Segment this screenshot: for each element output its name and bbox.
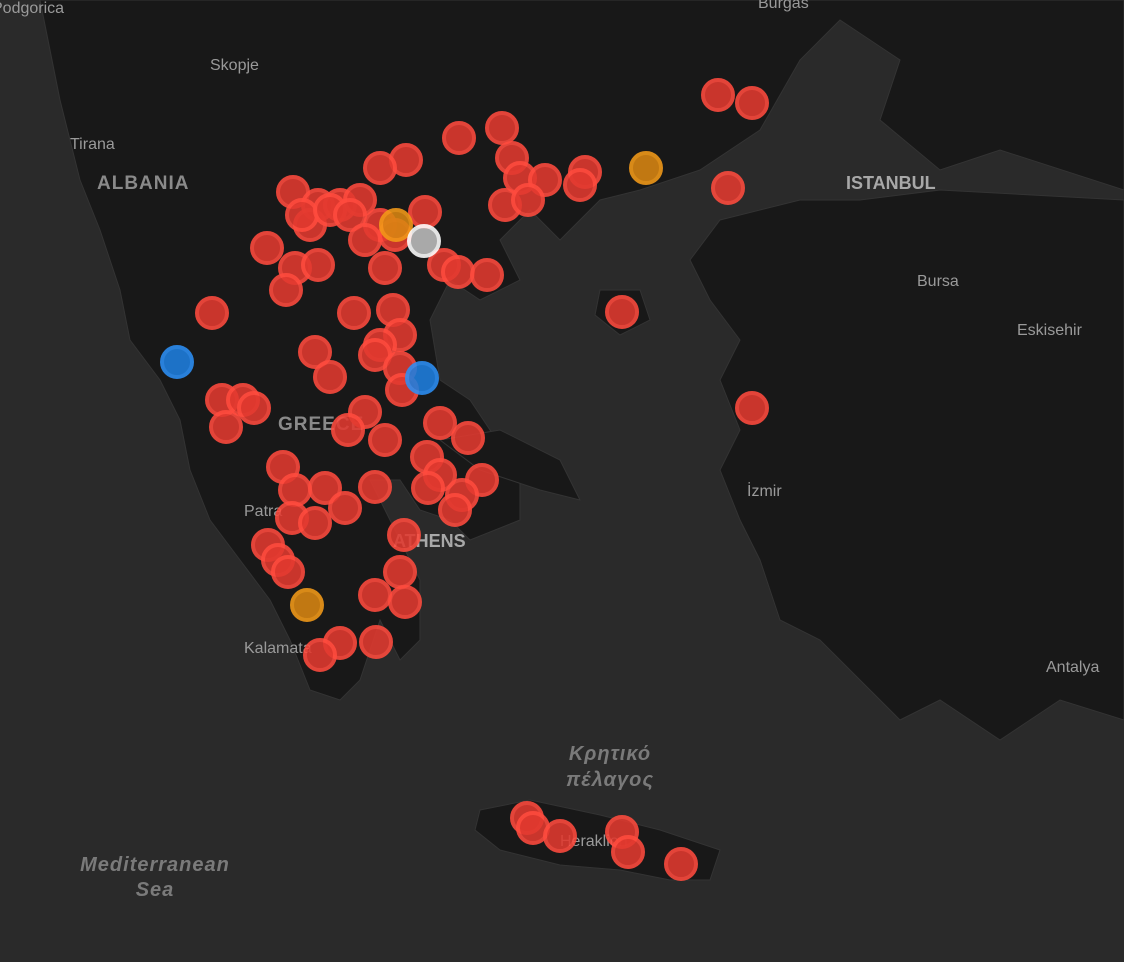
location-marker[interactable] <box>313 360 347 394</box>
location-marker[interactable] <box>160 345 194 379</box>
location-marker[interactable] <box>359 625 393 659</box>
location-marker[interactable] <box>388 585 422 619</box>
location-marker[interactable] <box>368 423 402 457</box>
sea-label: Κρητικό <box>569 743 651 765</box>
location-marker[interactable] <box>408 195 442 229</box>
location-marker[interactable] <box>735 391 769 425</box>
location-marker[interactable] <box>711 171 745 205</box>
location-marker[interactable] <box>441 255 475 289</box>
location-marker[interactable] <box>735 86 769 120</box>
location-marker[interactable] <box>411 471 445 505</box>
location-marker[interactable] <box>358 578 392 612</box>
location-marker[interactable] <box>290 588 324 622</box>
location-marker[interactable] <box>298 506 332 540</box>
location-marker[interactable] <box>328 491 362 525</box>
location-marker[interactable] <box>348 223 382 257</box>
location-marker[interactable] <box>605 295 639 329</box>
city-label: Burgas <box>758 0 809 12</box>
location-marker[interactable] <box>337 296 371 330</box>
location-marker[interactable] <box>451 421 485 455</box>
city-label: Tirana <box>70 136 115 153</box>
location-marker[interactable] <box>664 847 698 881</box>
city-label: Podgorica <box>0 0 64 17</box>
location-marker[interactable] <box>195 296 229 330</box>
country-label: ALBANIA <box>97 173 190 194</box>
location-marker[interactable] <box>209 410 243 444</box>
location-marker[interactable] <box>331 413 365 447</box>
location-marker[interactable] <box>405 361 439 395</box>
location-marker[interactable] <box>363 151 397 185</box>
location-marker[interactable] <box>383 555 417 589</box>
location-marker[interactable] <box>278 473 312 507</box>
sea-label: Mediterranean <box>80 854 230 876</box>
location-marker[interactable] <box>511 183 545 217</box>
location-marker[interactable] <box>271 555 305 589</box>
capital-label: ISTANBUL <box>846 173 936 193</box>
city-label: Patra <box>244 503 282 520</box>
sea-label: πέλαγος <box>566 769 654 791</box>
location-marker[interactable] <box>543 819 577 853</box>
markers <box>160 78 769 881</box>
city-label: Antalya <box>1046 659 1099 676</box>
location-marker[interactable] <box>237 391 271 425</box>
location-marker[interactable] <box>250 231 284 265</box>
location-marker[interactable] <box>701 78 735 112</box>
location-marker[interactable] <box>298 335 332 369</box>
location-marker[interactable] <box>611 835 645 869</box>
anatolia <box>689 189 1124 741</box>
location-marker[interactable] <box>285 198 319 232</box>
location-marker[interactable] <box>563 168 597 202</box>
location-marker[interactable] <box>438 493 472 527</box>
location-marker[interactable] <box>407 224 441 258</box>
city-label: Bursa <box>917 273 959 290</box>
location-marker[interactable] <box>333 198 367 232</box>
location-marker[interactable] <box>301 248 335 282</box>
location-marker[interactable] <box>358 470 392 504</box>
city-label: İzmir <box>747 481 782 500</box>
city-label: Kalamata <box>244 640 312 657</box>
location-marker[interactable] <box>387 518 421 552</box>
location-marker[interactable] <box>379 208 413 242</box>
location-marker[interactable] <box>442 121 476 155</box>
location-marker[interactable] <box>303 638 337 672</box>
location-marker[interactable] <box>423 406 457 440</box>
city-label: Skopje <box>210 57 259 74</box>
location-marker[interactable] <box>269 273 303 307</box>
location-marker[interactable] <box>368 251 402 285</box>
location-marker[interactable] <box>470 258 504 292</box>
location-marker[interactable] <box>629 151 663 185</box>
city-label: Eskisehir <box>1017 322 1083 339</box>
sea-label: Sea <box>136 879 175 901</box>
location-marker[interactable] <box>485 111 519 145</box>
location-marker[interactable] <box>308 471 342 505</box>
